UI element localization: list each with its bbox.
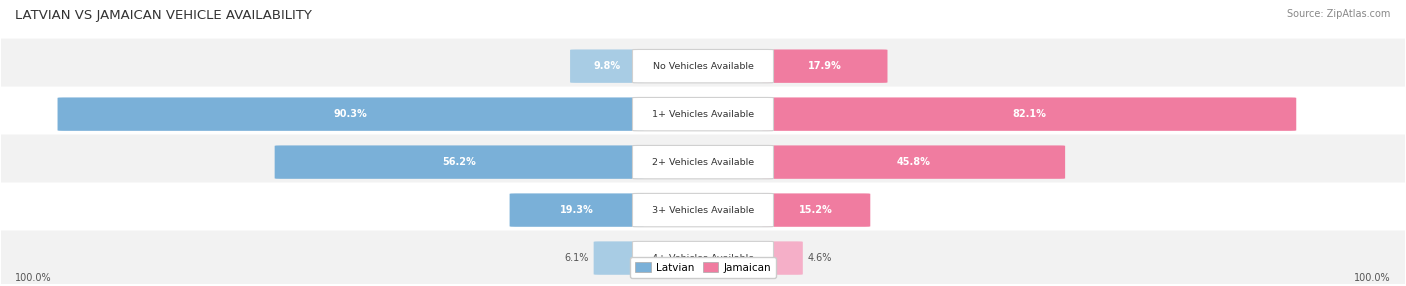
Text: 4+ Vehicles Available: 4+ Vehicles Available <box>652 254 754 263</box>
Text: Source: ZipAtlas.com: Source: ZipAtlas.com <box>1288 9 1391 19</box>
Text: 100.0%: 100.0% <box>15 273 52 283</box>
FancyBboxPatch shape <box>762 98 1296 131</box>
FancyBboxPatch shape <box>633 145 773 179</box>
Text: 19.3%: 19.3% <box>560 205 593 215</box>
Text: 6.1%: 6.1% <box>564 253 589 263</box>
Text: 100.0%: 100.0% <box>1354 273 1391 283</box>
Text: 45.8%: 45.8% <box>897 157 931 167</box>
FancyBboxPatch shape <box>633 49 773 83</box>
FancyBboxPatch shape <box>762 241 803 275</box>
Legend: Latvian, Jamaican: Latvian, Jamaican <box>630 257 776 278</box>
Text: 9.8%: 9.8% <box>593 61 620 71</box>
Text: 82.1%: 82.1% <box>1012 109 1046 119</box>
Text: 1+ Vehicles Available: 1+ Vehicles Available <box>652 110 754 119</box>
FancyBboxPatch shape <box>0 134 1406 190</box>
FancyBboxPatch shape <box>58 98 644 131</box>
FancyBboxPatch shape <box>0 39 1406 94</box>
FancyBboxPatch shape <box>762 193 870 227</box>
Text: 15.2%: 15.2% <box>800 205 834 215</box>
Text: 90.3%: 90.3% <box>333 109 367 119</box>
FancyBboxPatch shape <box>762 49 887 83</box>
Text: No Vehicles Available: No Vehicles Available <box>652 62 754 71</box>
Text: LATVIAN VS JAMAICAN VEHICLE AVAILABILITY: LATVIAN VS JAMAICAN VEHICLE AVAILABILITY <box>15 9 312 21</box>
FancyBboxPatch shape <box>593 241 644 275</box>
FancyBboxPatch shape <box>0 182 1406 238</box>
FancyBboxPatch shape <box>509 193 644 227</box>
FancyBboxPatch shape <box>633 98 773 131</box>
FancyBboxPatch shape <box>0 231 1406 286</box>
Text: 2+ Vehicles Available: 2+ Vehicles Available <box>652 158 754 167</box>
FancyBboxPatch shape <box>0 87 1406 142</box>
FancyBboxPatch shape <box>762 145 1066 179</box>
Text: 3+ Vehicles Available: 3+ Vehicles Available <box>652 206 754 214</box>
FancyBboxPatch shape <box>633 241 773 275</box>
Text: 4.6%: 4.6% <box>807 253 832 263</box>
Text: 56.2%: 56.2% <box>443 157 477 167</box>
FancyBboxPatch shape <box>569 49 644 83</box>
Text: 17.9%: 17.9% <box>808 61 842 71</box>
FancyBboxPatch shape <box>633 193 773 227</box>
FancyBboxPatch shape <box>274 145 644 179</box>
